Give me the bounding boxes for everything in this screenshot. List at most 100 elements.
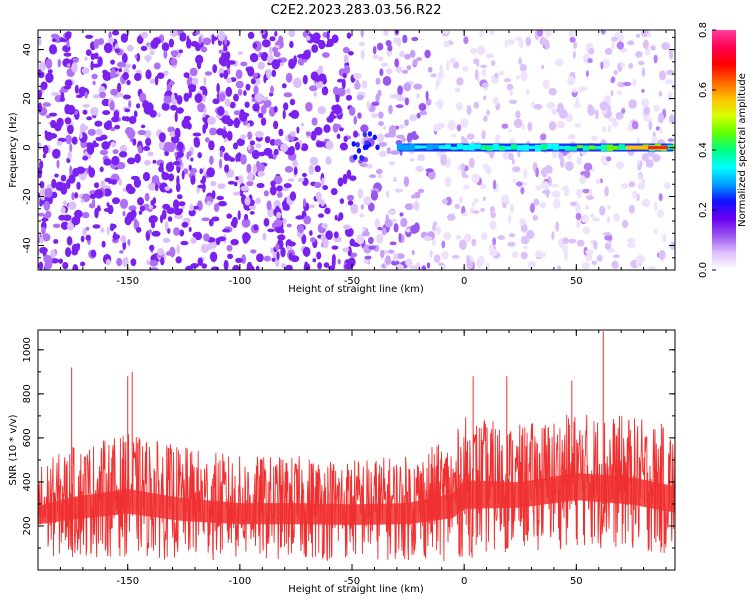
- heatmap-cell: [186, 38, 192, 49]
- heatmap-cell: [534, 250, 544, 258]
- heatmap-cell: [316, 141, 325, 148]
- heatmap-cell: [595, 178, 601, 185]
- heatmap-cell: [313, 91, 317, 97]
- heatmap-cell: [658, 250, 666, 260]
- heatmap-cell: [552, 198, 561, 209]
- heatmap-cell: [305, 35, 311, 41]
- heatmap-cell: [109, 100, 115, 111]
- heatmap-cell: [65, 247, 72, 258]
- heatmap-cell: [180, 240, 189, 246]
- heatmap-cell: [87, 128, 96, 136]
- heatmap-cell: [100, 227, 105, 233]
- heatmap-cell: [376, 133, 385, 144]
- heatmap-cell: [643, 117, 652, 122]
- heatmap-cell: [193, 205, 199, 210]
- heatmap-cell: [157, 112, 161, 118]
- heatmap-cell: [120, 33, 129, 43]
- heatmap-cell: [151, 230, 161, 237]
- y-tick-label: 200: [22, 516, 33, 535]
- heatmap-cell: [567, 153, 572, 158]
- heatmap-cell: [116, 161, 126, 170]
- heatmap-cell: [53, 239, 59, 244]
- heatmap-cell: [256, 253, 264, 263]
- heatmap-cell: [117, 61, 126, 68]
- heatmap-cell: [378, 121, 384, 127]
- heatmap-cell: [381, 227, 387, 236]
- heatmap-cell: [126, 44, 134, 52]
- heatmap-cell: [462, 184, 470, 190]
- heatmap-cell: [302, 74, 308, 85]
- heatmap-cell: [304, 261, 309, 270]
- heatmap-cell: [385, 255, 391, 266]
- heatmap-cell: [606, 216, 611, 224]
- heatmap-cell: [603, 232, 612, 236]
- heatmap-cell: [233, 93, 239, 102]
- heatmap-cell: [561, 245, 568, 253]
- heatmap-cell: [264, 136, 271, 144]
- heatmap-cell: [479, 183, 487, 190]
- heatmap-cell: [359, 162, 368, 168]
- heatmap-cell: [489, 150, 495, 159]
- heatmap-cell: [60, 174, 67, 182]
- heatmap-cell: [188, 209, 196, 217]
- heatmap-cell: [163, 95, 172, 104]
- heatmap-cell: [367, 202, 375, 212]
- heatmap-cell: [380, 249, 385, 259]
- heatmap-cell: [166, 207, 175, 215]
- heatmap-cell: [425, 90, 429, 101]
- heatmap-cell: [371, 101, 380, 107]
- heatmap-cell: [280, 57, 288, 63]
- heatmap-cell: [438, 262, 445, 267]
- heatmap-cell: [402, 34, 408, 44]
- x-tick-label: -150: [116, 276, 139, 287]
- heatmap-cell: [149, 259, 159, 267]
- signal-band-cell: [420, 145, 427, 149]
- spectrogram-x-label: Height of straight line (km): [288, 284, 424, 295]
- heatmap-cell: [47, 69, 53, 74]
- heatmap-cell: [550, 184, 560, 188]
- heatmap-cell: [474, 69, 479, 80]
- heatmap-cell: [289, 40, 294, 49]
- heatmap-cell: [251, 97, 256, 102]
- heatmap-cell: [486, 109, 490, 116]
- heatmap-cell: [197, 257, 204, 266]
- heatmap-cell: [119, 151, 128, 158]
- heatmap-cell: [85, 49, 92, 56]
- heatmap-cell: [509, 90, 513, 97]
- heatmap-cell: [404, 203, 414, 211]
- heatmap-cell: [164, 186, 171, 191]
- heatmap-cell: [297, 54, 305, 59]
- heatmap-cell: [130, 209, 137, 219]
- heatmap-cell: [325, 156, 332, 165]
- heatmap-cell: [585, 70, 589, 77]
- heatmap-cell: [368, 245, 376, 250]
- heatmap-cell: [326, 116, 334, 123]
- heatmap-cell: [654, 201, 658, 212]
- heatmap-cell: [199, 86, 207, 91]
- heatmap-cell: [416, 57, 423, 62]
- heatmap-cell: [225, 86, 233, 97]
- heatmap-cell: [483, 95, 487, 101]
- heatmap-cell: [271, 69, 277, 77]
- heatmap-cell: [345, 94, 353, 101]
- heatmap-cell: [273, 51, 281, 58]
- heatmap-cell: [297, 224, 305, 234]
- heatmap-cell: [567, 134, 576, 140]
- heatmap-cell: [344, 263, 354, 270]
- heatmap-cell: [616, 161, 625, 170]
- heatmap-cell: [107, 204, 114, 215]
- heatmap-cell: [197, 102, 206, 113]
- heatmap-cell: [631, 120, 639, 130]
- heatmap-cell: [375, 77, 381, 85]
- heatmap-cell: [619, 37, 623, 42]
- signal-band-cell: [534, 144, 541, 152]
- y-tick-label: 40: [22, 43, 33, 56]
- heatmap-cell: [93, 52, 99, 60]
- y-tick-label: 0: [22, 144, 33, 150]
- heatmap-cell: [492, 237, 497, 246]
- heatmap-cell: [273, 106, 278, 113]
- heatmap-cell: [479, 208, 486, 212]
- snr-line: [38, 414, 675, 562]
- heatmap-cell: [356, 234, 365, 245]
- signal-band-cell: [426, 144, 433, 150]
